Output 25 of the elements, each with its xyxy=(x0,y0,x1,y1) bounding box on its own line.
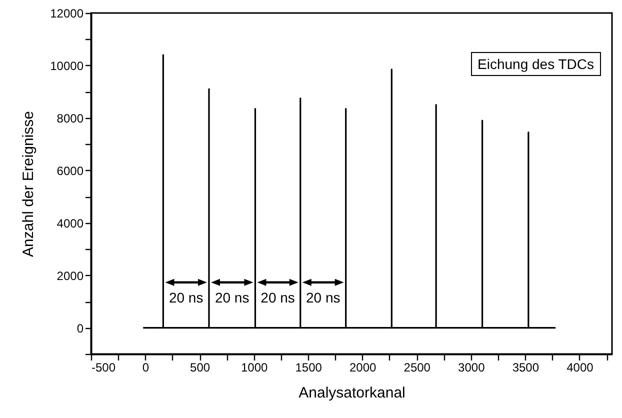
y-tick-label: 12000 xyxy=(50,6,84,20)
y-tick-label: 6000 xyxy=(56,164,84,178)
x-tick-label: 2500 xyxy=(404,360,431,374)
x-tick-label: 500 xyxy=(190,360,210,374)
y-tick-label: 4000 xyxy=(56,216,84,230)
text: Eichung des TDCs xyxy=(470,52,601,76)
x-tick-label: 1500 xyxy=(295,360,322,374)
y-tick-label: 2000 xyxy=(56,268,84,283)
annotation: 20 ns xyxy=(260,289,295,306)
annotation: 20 ns xyxy=(306,289,340,306)
x-tick-label: 1000 xyxy=(240,360,268,374)
y-tick-label: 8000 xyxy=(56,111,84,126)
x-tick-label: 0 xyxy=(142,360,150,374)
y-axis-title: Anzahl der Ereignisse xyxy=(20,111,38,257)
x-tick-label: 4000 xyxy=(566,360,594,374)
annotation: 20 ns xyxy=(168,289,204,306)
annotation: 20 ns xyxy=(214,289,250,306)
y-tick-label: 0 xyxy=(76,321,84,336)
y-tick-label: 10000 xyxy=(50,58,84,73)
line-series xyxy=(142,54,556,329)
x-tick-label: 3000 xyxy=(458,360,486,374)
x-tick-label: 3500 xyxy=(512,360,540,374)
x-tick-label: 2000 xyxy=(350,360,377,374)
x-axis-title: Analysatorkanal xyxy=(298,384,406,402)
x-tick-label: -500 xyxy=(92,360,116,374)
